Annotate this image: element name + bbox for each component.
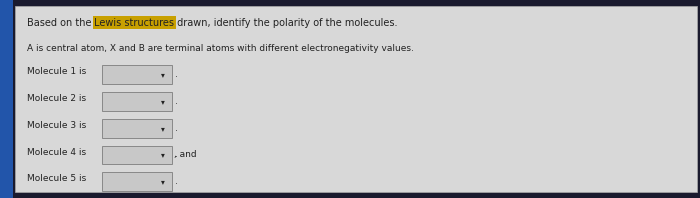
FancyBboxPatch shape — [15, 6, 696, 192]
Text: drawn, identify the polarity of the molecules.: drawn, identify the polarity of the mole… — [174, 18, 398, 28]
Text: .: . — [175, 150, 178, 159]
Text: .: . — [175, 124, 178, 133]
Text: Based on the: Based on the — [27, 18, 94, 28]
FancyBboxPatch shape — [0, 0, 13, 198]
FancyBboxPatch shape — [102, 65, 172, 84]
Text: .: . — [175, 177, 178, 186]
FancyBboxPatch shape — [102, 119, 172, 138]
Text: A is central atom, X and B are terminal atoms with different electronegativity v: A is central atom, X and B are terminal … — [27, 44, 414, 52]
Text: Lewis structures: Lewis structures — [94, 18, 174, 28]
Text: Molecule 4 is: Molecule 4 is — [27, 148, 85, 156]
Text: .: . — [175, 97, 178, 106]
FancyBboxPatch shape — [102, 172, 172, 191]
Text: ▾: ▾ — [161, 124, 165, 133]
Text: Molecule 2 is: Molecule 2 is — [27, 94, 85, 103]
Text: Molecule 3 is: Molecule 3 is — [27, 121, 86, 130]
Text: Molecule 5 is: Molecule 5 is — [27, 174, 86, 183]
Text: , and: , and — [174, 150, 196, 159]
FancyBboxPatch shape — [102, 146, 172, 164]
Text: Molecule 1 is: Molecule 1 is — [27, 67, 86, 76]
Text: ▾: ▾ — [161, 150, 165, 159]
Text: ▾: ▾ — [161, 177, 165, 186]
Text: ▾: ▾ — [161, 70, 165, 79]
FancyBboxPatch shape — [102, 92, 172, 111]
Text: .: . — [175, 70, 178, 79]
Text: ▾: ▾ — [161, 97, 165, 106]
